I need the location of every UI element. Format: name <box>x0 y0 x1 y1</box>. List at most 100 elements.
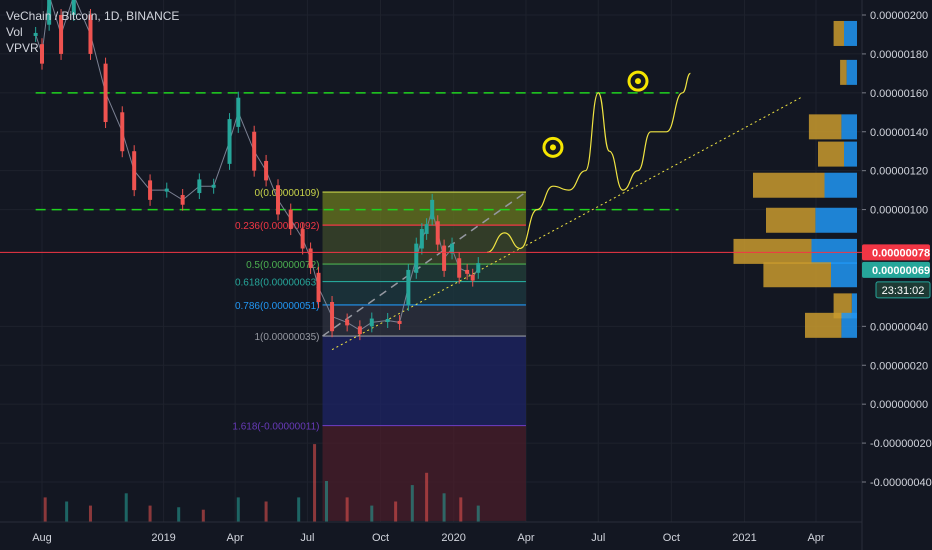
candle-body <box>120 112 125 152</box>
volume-bar <box>43 497 47 522</box>
fib-band <box>322 281 526 305</box>
candle-body <box>132 151 137 191</box>
last-price-tag-label: 0.00000078 <box>872 247 930 259</box>
vpvr-bar-up <box>851 293 857 319</box>
volume-bar <box>324 481 328 522</box>
vpvr-bar-up <box>815 207 857 233</box>
volume-histogram <box>43 444 480 522</box>
volume-bar <box>177 507 181 522</box>
vpvr-bar-down <box>766 207 816 233</box>
fib-level-label: 1.618(-0.00000011) <box>232 422 319 433</box>
candle-body <box>288 209 293 230</box>
price-axis-label: -0.00000040 <box>870 477 932 489</box>
candle-body <box>424 224 429 234</box>
candle-body <box>59 15 64 54</box>
time-axis-label: Oct <box>663 532 680 544</box>
vpvr-bar-up <box>844 141 857 167</box>
candle-body <box>330 302 335 332</box>
candle-body <box>33 32 38 36</box>
countdown-label: 23:31:02 <box>882 285 925 297</box>
candle-body <box>71 0 76 16</box>
candle-body <box>406 269 411 305</box>
candle-body <box>465 269 470 274</box>
candle-body <box>276 185 281 215</box>
fib-retracement: 0(0.00000109) 0.236(0.00000092) 0.5(0.0000… <box>232 188 527 521</box>
current-price-tag-bg <box>862 261 930 278</box>
vpvr-bar-up <box>811 238 857 264</box>
fib-level-label: 0.236(0.00000092) <box>235 221 320 232</box>
volume-bar <box>264 501 268 522</box>
volume-bar <box>88 505 92 522</box>
vpvr-bar-up <box>831 262 857 288</box>
candle-body <box>316 272 321 303</box>
volume-bar <box>201 509 205 522</box>
price-axis-label: 0.00000000 <box>870 399 928 411</box>
time-axis-label: 2020 <box>441 532 465 544</box>
candle-body <box>435 221 440 245</box>
volume-bar <box>345 497 349 522</box>
fib-band <box>322 264 526 282</box>
candle-body <box>430 199 435 220</box>
candle-body <box>397 320 402 324</box>
price-axis-label: 0.00000200 <box>870 10 928 22</box>
time-axis-label: 2019 <box>151 532 175 544</box>
vpvr-bar-down <box>833 20 844 46</box>
volume-bar <box>124 493 128 522</box>
fib-level-label: 0(0.00000109) <box>254 188 319 199</box>
fib-level-label: 0.618(0.00000063) <box>235 278 320 289</box>
vpvr-bar-up <box>824 172 857 198</box>
candle-body <box>419 229 424 249</box>
volume-bar <box>297 497 301 522</box>
candle-body <box>180 194 185 205</box>
volume-bar <box>442 493 446 522</box>
candle-body <box>211 184 216 188</box>
time-axis-label: Apr <box>807 532 824 544</box>
target-marker <box>542 136 564 158</box>
candle-body <box>88 15 93 54</box>
candle-body <box>476 263 481 273</box>
volume-bar <box>394 501 398 522</box>
vpvr-bar-down <box>733 238 812 264</box>
vpvr-bar-down <box>805 312 842 338</box>
price-axis-label: 0.00000100 <box>870 205 928 217</box>
price-axis-label: 0.00000180 <box>870 49 928 61</box>
chart-legend: VeChain / Bitcoin, 1D, BINANCE Vol VPVR <box>6 8 179 56</box>
vpvr-bar-up <box>841 114 857 140</box>
candle-body <box>264 160 269 181</box>
vpvr-bar-down <box>753 172 825 198</box>
candle-body <box>414 243 419 273</box>
vpvr-bar-up <box>841 312 857 338</box>
time-axis: Aug 2019 Apr Jul Oct 2020 Apr Jul Oct 2021 Apr <box>0 521 862 544</box>
candle-body <box>47 0 52 25</box>
candle-body <box>442 245 447 271</box>
time-axis-label: Apr <box>517 532 534 544</box>
volume-bar <box>410 485 414 522</box>
time-axis-label: Aug <box>32 532 52 544</box>
volume-bar <box>425 472 429 522</box>
candle-body <box>470 274 475 281</box>
volume-bar <box>313 444 317 522</box>
vpvr-bar-down <box>763 262 831 288</box>
candle-body <box>385 318 390 322</box>
indicator-vpvr[interactable]: VPVR <box>6 41 39 55</box>
indicator-vol[interactable]: Vol <box>6 25 23 39</box>
fib-level-label: 0.5(0.00000072) <box>246 260 319 271</box>
candle-body <box>227 119 232 164</box>
price-axis: 0.00000200 0.00000180 0.00000160 0.00000140… <box>861 0 932 550</box>
chart-title[interactable]: VeChain / Bitcoin, 1D, BINANCE <box>6 9 180 23</box>
candle-body <box>345 319 350 326</box>
volume-bar <box>236 497 240 522</box>
candle-body <box>369 318 374 327</box>
volume-bar <box>370 505 374 522</box>
candle-body <box>450 243 455 254</box>
time-axis-label: Apr <box>227 532 244 544</box>
fib-band <box>322 225 526 265</box>
trendline <box>331 96 803 351</box>
candle-body <box>300 229 305 249</box>
target-marker-ring <box>627 70 649 92</box>
price-axis-label: 0.00000140 <box>870 127 928 139</box>
candle-body <box>252 131 257 171</box>
candle-body <box>40 44 44 64</box>
